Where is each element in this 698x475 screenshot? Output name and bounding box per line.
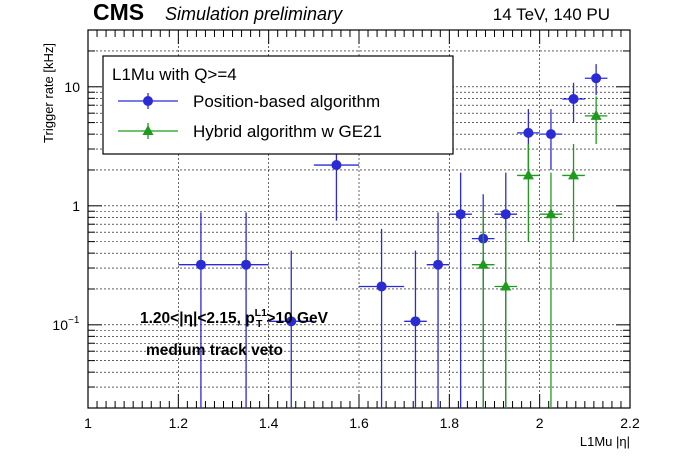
cut-suffix: >10 GeV	[266, 310, 328, 327]
legend-label-hybrid: Hybrid algorithm w GE21	[193, 122, 382, 141]
x-tick-label: 2	[536, 415, 544, 431]
x-tick-label: 1.2	[169, 415, 189, 431]
cut-text: 1.20<|η|<2.15, pL1 T >10 GeV	[140, 307, 329, 330]
position-based-point	[539, 109, 563, 170]
legend: L1Mu with Q>=4 Position-based algorithm …	[102, 55, 454, 155]
cut-sup: L1	[255, 307, 267, 319]
x-tick-label: 1	[84, 415, 92, 431]
legend-label-position: Position-based algorithm	[193, 92, 380, 111]
y-tick-exponent: −1	[68, 315, 80, 326]
position-based-point	[359, 228, 405, 408]
conditions-label: 14 TeV, 140 PU	[493, 5, 610, 24]
position-based-point	[562, 82, 585, 123]
cut-sub: T	[256, 318, 263, 330]
marker-circle	[568, 93, 579, 104]
marker-circle	[433, 259, 444, 270]
y-tick-label: 1	[72, 198, 80, 214]
hybrid-point	[471, 212, 495, 408]
legend-marker-circle	[143, 96, 153, 106]
marker-circle	[523, 127, 534, 138]
hybrid-point	[584, 96, 608, 145]
y-tick-label: 10	[52, 317, 68, 333]
hybrid-point	[494, 228, 518, 408]
legend-entry-hybrid: Hybrid algorithm w GE21	[118, 122, 382, 141]
hybrid-point	[517, 144, 540, 242]
cut-prefix: 1.20<|η|<2.15, p	[140, 310, 255, 327]
hybrid-point	[562, 144, 585, 242]
x-tick-label: 2.2	[620, 415, 640, 431]
experiment-label: CMS	[93, 0, 144, 25]
marker-triangle	[522, 169, 534, 180]
marker-circle	[455, 209, 466, 220]
marker-circle	[500, 209, 511, 220]
position-based-point	[426, 212, 450, 408]
marker-circle	[545, 129, 556, 140]
marker-circle	[241, 259, 252, 270]
marker-circle	[286, 316, 297, 327]
marker-triangle	[545, 208, 557, 219]
y-axis-title: Trigger rate [kHz]	[41, 43, 56, 143]
x-axis-title: L1Mu |η|	[580, 434, 630, 449]
hybrid-point	[539, 172, 563, 408]
veto-annotation: medium track veto	[146, 342, 283, 359]
marker-circle	[591, 73, 602, 84]
marker-triangle	[590, 109, 602, 120]
marker-triangle	[477, 258, 489, 269]
grid-lines	[88, 30, 630, 408]
marker-circle	[331, 160, 342, 171]
marker-circle	[410, 316, 421, 327]
x-tick-label: 1.6	[349, 415, 369, 431]
position-based-point	[268, 250, 314, 408]
marker-circle	[195, 259, 206, 270]
position-based-point	[584, 64, 608, 96]
position-based-point	[404, 250, 427, 408]
legend-marker-triangle	[142, 125, 154, 135]
cut-annotation: 1.20<|η|<2.15, pL1 T >10 GeV	[140, 307, 329, 330]
status-label: Simulation preliminary	[165, 4, 343, 24]
legend-title: L1Mu with Q>=4	[112, 65, 237, 84]
position-based-point	[223, 212, 269, 408]
x-tick-label: 1.4	[259, 415, 279, 431]
marker-triangle	[500, 280, 512, 291]
position-based-point	[449, 172, 472, 408]
marker-triangle	[568, 169, 580, 180]
marker-circle	[376, 281, 387, 292]
y-tick-label: 10	[64, 79, 80, 95]
legend-box	[102, 55, 454, 155]
position-based-point	[178, 212, 224, 408]
x-tick-label: 1.8	[440, 415, 460, 431]
legend-entry-position: Position-based algorithm	[118, 92, 380, 111]
